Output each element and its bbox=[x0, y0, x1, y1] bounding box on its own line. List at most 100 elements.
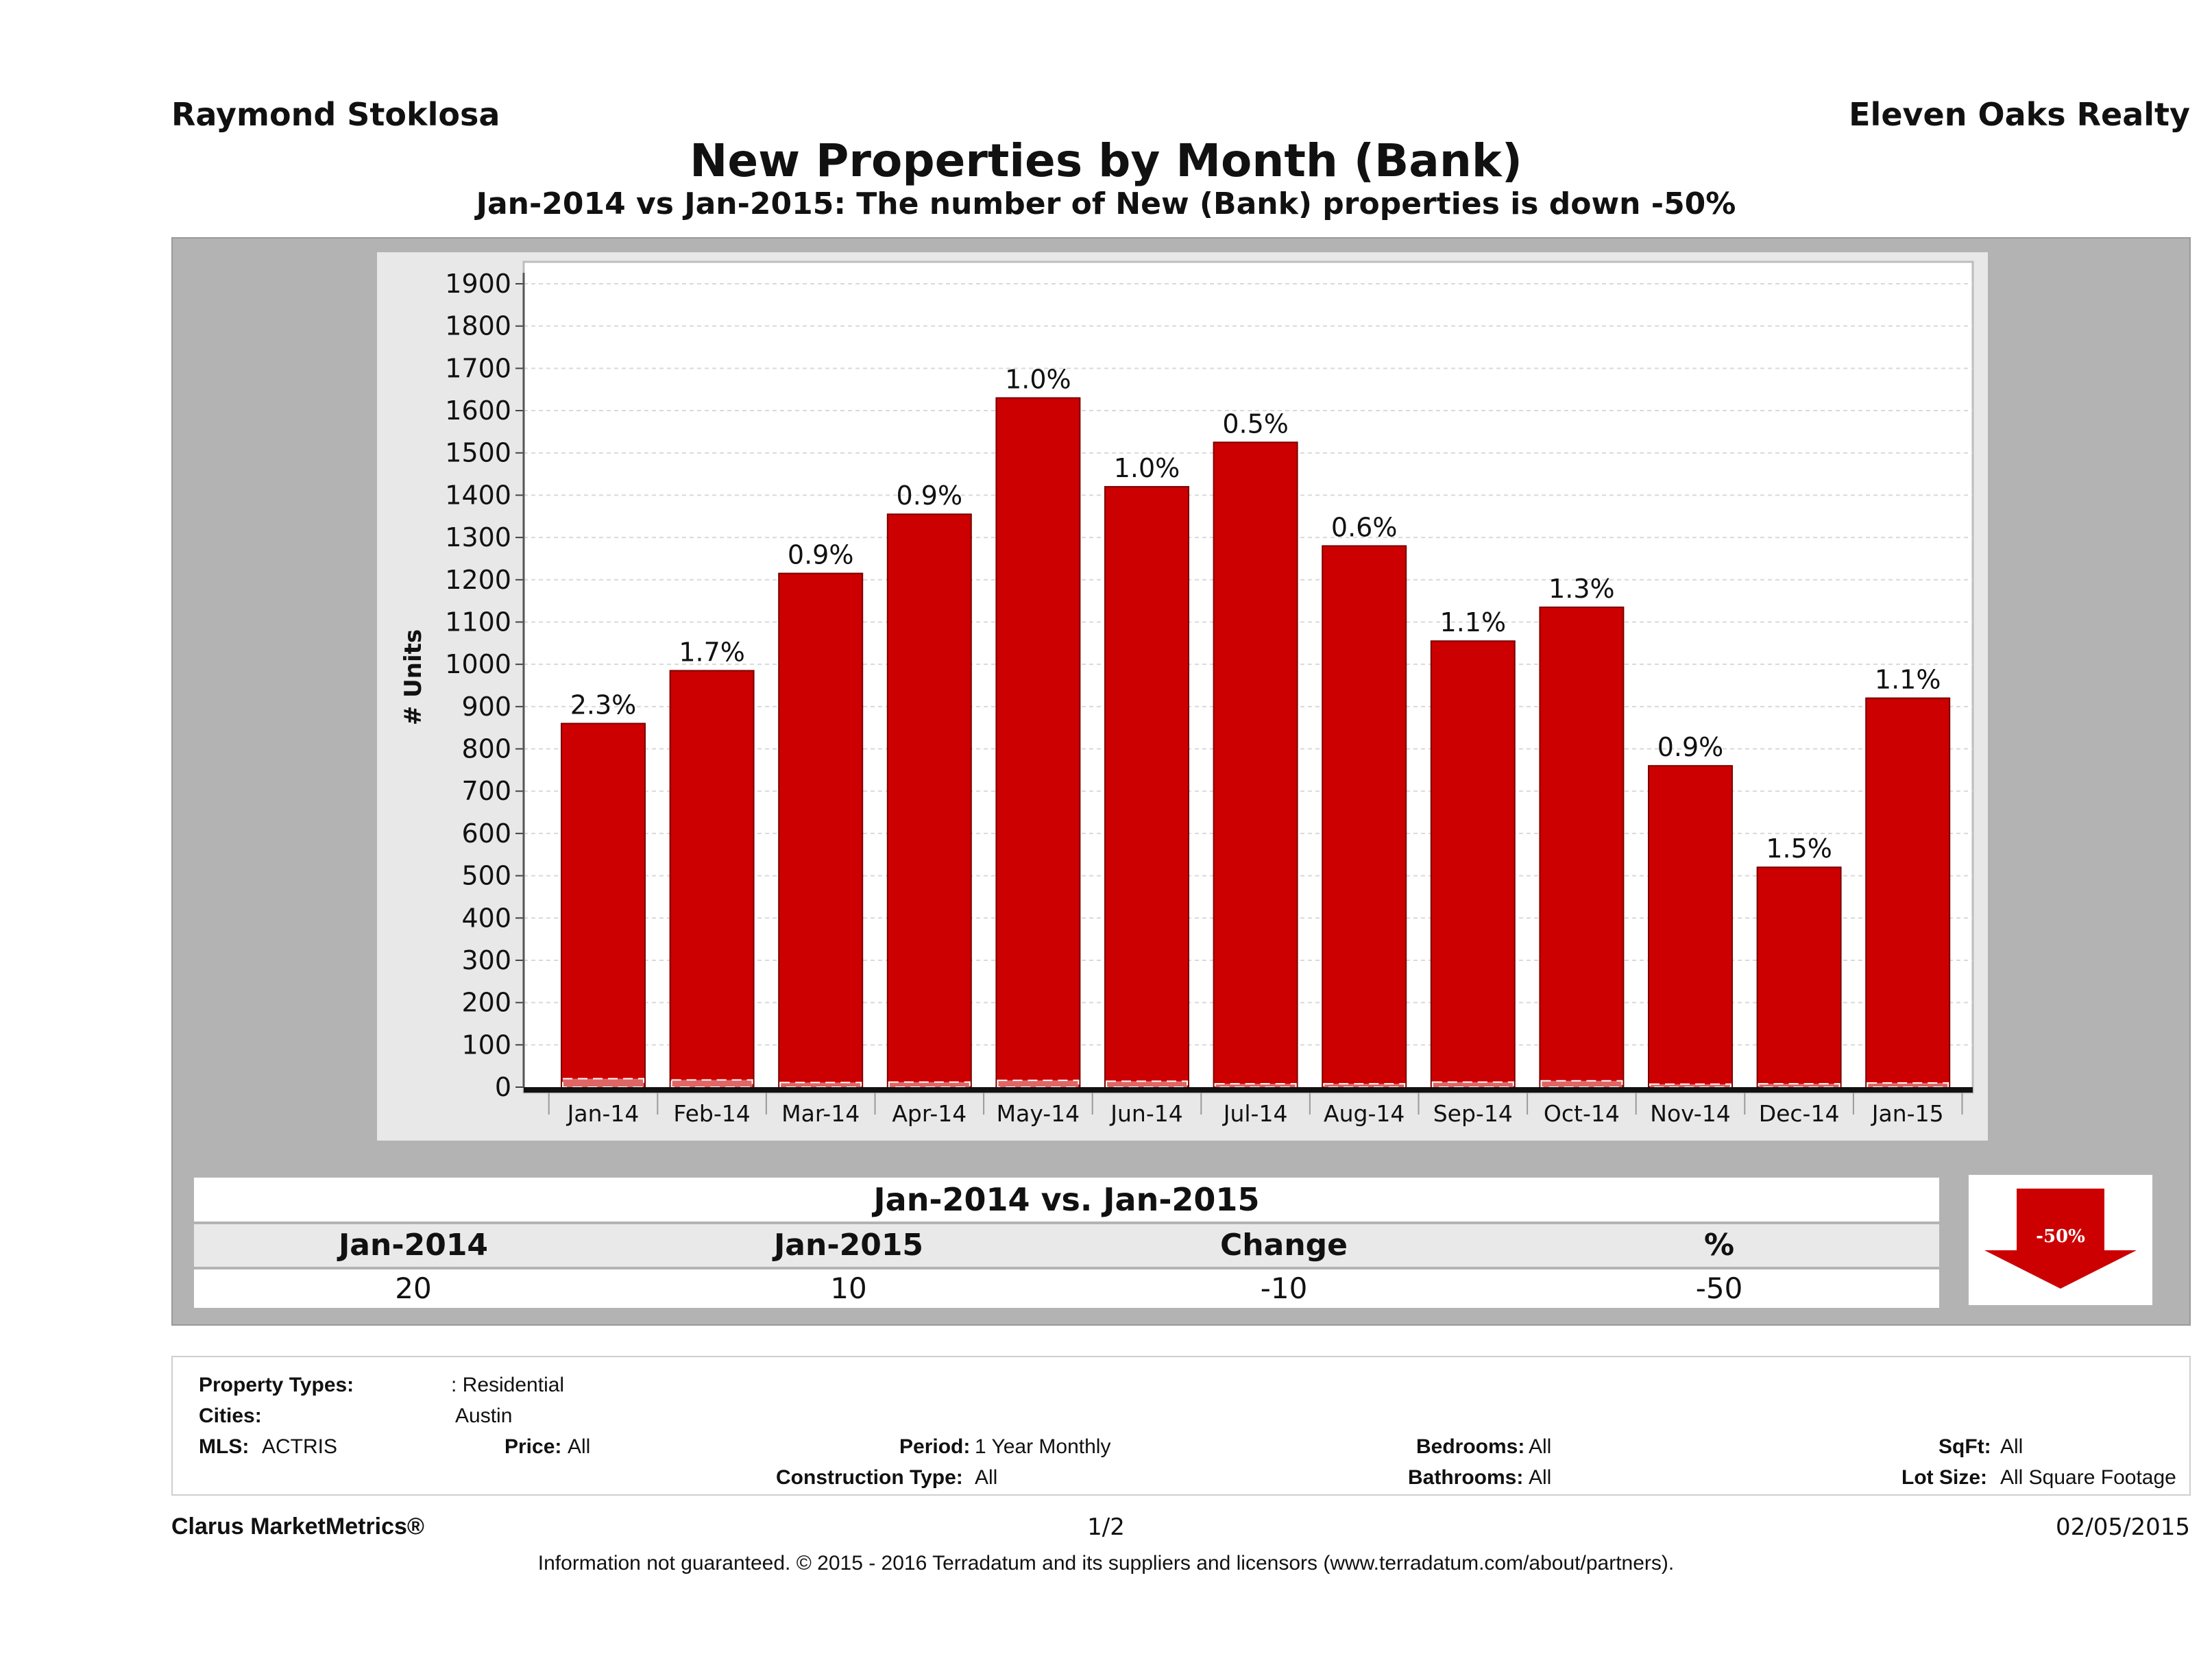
filter-label: Bedrooms: bbox=[1416, 1435, 1525, 1458]
filter-value: All bbox=[1529, 1466, 1552, 1489]
y-tick-label: 1900 bbox=[445, 269, 511, 299]
x-tick-label: Dec-14 bbox=[1759, 1100, 1840, 1127]
bank-bar bbox=[997, 1080, 1080, 1088]
bank-bar bbox=[1214, 1083, 1297, 1089]
x-tick-label: Oct-14 bbox=[1544, 1100, 1620, 1127]
company-name: Eleven Oaks Realty bbox=[1849, 96, 2190, 133]
y-tick-label: 400 bbox=[461, 903, 511, 933]
footer-brand: Clarus MarketMetrics® bbox=[171, 1513, 424, 1540]
filter-label: Bathrooms: bbox=[1408, 1466, 1524, 1489]
filter-value: All bbox=[1529, 1435, 1552, 1458]
filter-label: Price: bbox=[505, 1435, 562, 1458]
data-label: 1.7% bbox=[679, 637, 745, 667]
bar bbox=[1648, 765, 1733, 1088]
data-label: 0.9% bbox=[1657, 732, 1724, 762]
agent-name: Raymond Stoklosa bbox=[171, 96, 500, 133]
comparison-value: 10 bbox=[830, 1272, 867, 1305]
data-label: 0.9% bbox=[897, 481, 963, 511]
y-tick-label: 300 bbox=[461, 945, 511, 975]
y-tick-label: 1600 bbox=[445, 396, 511, 426]
data-label: 1.1% bbox=[1875, 665, 1941, 695]
x-tick-label: Mar-14 bbox=[781, 1100, 860, 1127]
bank-bar bbox=[1431, 1081, 1514, 1089]
y-tick-label: 200 bbox=[461, 988, 511, 1018]
data-label: 1.0% bbox=[1114, 453, 1180, 483]
y-tick-label: 1700 bbox=[445, 353, 511, 383]
filter-label: Lot Size: bbox=[1901, 1466, 1987, 1489]
disclaimer: Information not guaranteed. © 2015 - 201… bbox=[537, 1552, 1675, 1574]
bank-bar bbox=[1540, 1080, 1623, 1088]
bar bbox=[1213, 441, 1298, 1088]
x-tick-label: Apr-14 bbox=[892, 1100, 967, 1127]
comparison-value-row: 20 10 -10 -50 bbox=[194, 1269, 1939, 1308]
bar bbox=[1322, 545, 1407, 1089]
y-tick-label: 700 bbox=[461, 776, 511, 806]
data-label: 0.5% bbox=[1222, 409, 1289, 439]
x-tick-label: Nov-14 bbox=[1650, 1100, 1730, 1127]
x-tick-label: Jun-14 bbox=[1109, 1100, 1182, 1127]
filter-value: All Square Footage bbox=[2000, 1466, 2176, 1489]
y-tick-label: 100 bbox=[461, 1030, 511, 1060]
filter-label: Period: bbox=[899, 1435, 971, 1458]
y-tick-label: 1500 bbox=[445, 438, 511, 468]
bank-bar bbox=[1106, 1080, 1188, 1089]
filter-label: Cities: bbox=[199, 1405, 262, 1427]
x-tick-label: Aug-14 bbox=[1324, 1100, 1405, 1127]
filter-value: All bbox=[2000, 1435, 2023, 1458]
filter-value: All bbox=[975, 1466, 998, 1489]
down-arrow-icon bbox=[1984, 1189, 2137, 1289]
data-label: 1.0% bbox=[1005, 365, 1071, 395]
comparison-header-row: Jan-2014 Jan-2015 Change % bbox=[194, 1224, 1939, 1267]
comparison-value: -10 bbox=[1260, 1272, 1308, 1305]
filter-value: All bbox=[568, 1435, 591, 1458]
page-number: 1/2 bbox=[1087, 1513, 1125, 1541]
filter-value: 1 Year Monthly bbox=[975, 1435, 1111, 1458]
y-tick-label: 800 bbox=[461, 734, 511, 764]
bar bbox=[1430, 640, 1516, 1088]
data-label: 1.5% bbox=[1766, 834, 1832, 864]
bar bbox=[995, 397, 1081, 1088]
bar bbox=[886, 513, 972, 1088]
y-tick-label: 600 bbox=[461, 818, 511, 849]
x-tick-label: Jan-15 bbox=[1871, 1100, 1944, 1127]
x-tick-label: Feb-14 bbox=[673, 1100, 750, 1127]
bank-bar bbox=[1758, 1083, 1840, 1089]
bar bbox=[1756, 866, 1842, 1089]
x-tick-label: Sep-14 bbox=[1433, 1100, 1513, 1127]
comparison-title: Jan-2014 vs. Jan-2015 bbox=[194, 1178, 1939, 1221]
bar bbox=[1865, 697, 1951, 1088]
data-label: 0.6% bbox=[1331, 512, 1398, 542]
bar bbox=[561, 722, 646, 1088]
filter-label: SqFt: bbox=[1938, 1435, 1991, 1458]
bank-bar bbox=[888, 1081, 971, 1089]
page-subtitle: Jan-2014 vs Jan-2015: The number of New … bbox=[476, 186, 1736, 221]
change-indicator: -50% bbox=[1969, 1175, 2152, 1305]
comparison-header: % bbox=[1703, 1228, 1735, 1263]
filter-value: Austin bbox=[455, 1405, 513, 1427]
x-tick-label: Jan-14 bbox=[566, 1100, 640, 1127]
y-axis-label: # Units bbox=[400, 629, 427, 725]
comparison-header: Change bbox=[1220, 1228, 1348, 1263]
y-tick-label: 1400 bbox=[445, 480, 511, 510]
data-label: 1.3% bbox=[1548, 574, 1615, 604]
y-tick-label: 900 bbox=[461, 692, 511, 722]
report-filters: Property Types: : Residential Cities: Au… bbox=[171, 1356, 2191, 1496]
page-title: New Properties by Month (Bank) bbox=[690, 134, 1522, 187]
comparison-value: 20 bbox=[395, 1272, 432, 1305]
y-tick-label: 500 bbox=[461, 861, 511, 891]
change-badge: -50% bbox=[2036, 1226, 2085, 1247]
bar bbox=[669, 670, 755, 1088]
y-tick-label: 1000 bbox=[445, 649, 511, 679]
bar bbox=[1539, 606, 1625, 1088]
data-label: 0.9% bbox=[788, 540, 854, 570]
filter-label: Property Types: bbox=[199, 1374, 354, 1396]
filter-label: Construction Type: bbox=[776, 1466, 963, 1489]
bank-bar bbox=[779, 1082, 862, 1088]
data-label: 2.3% bbox=[570, 690, 637, 720]
y-tick-label: 1300 bbox=[445, 522, 511, 552]
y-tick-label: 1800 bbox=[445, 311, 511, 341]
bank-bar bbox=[1323, 1083, 1406, 1089]
data-label: 1.1% bbox=[1440, 607, 1507, 637]
comparison-header: Jan-2014 bbox=[338, 1228, 489, 1263]
y-tick-label: 1100 bbox=[445, 607, 511, 637]
